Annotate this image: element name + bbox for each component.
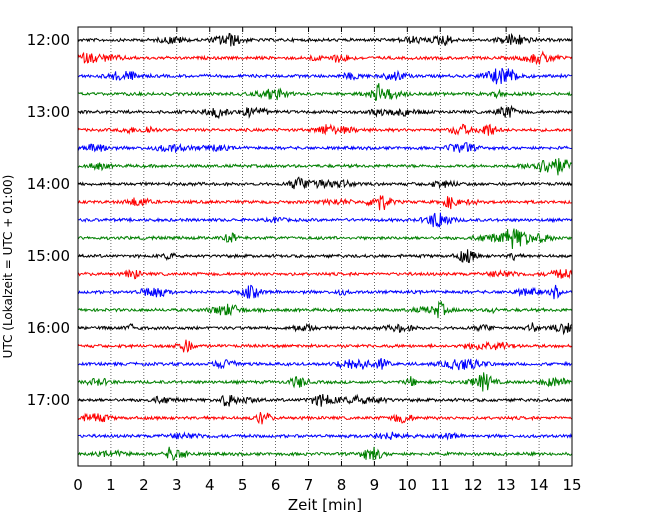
y-axis-label: UTC (Lokalzeit = UTC + 01:00) — [1, 175, 15, 359]
x-axis-label: Zeit [min] — [288, 496, 362, 514]
x-tick-label: 15 — [562, 476, 581, 494]
x-tick-label: 5 — [238, 476, 248, 494]
trace-line — [77, 249, 572, 264]
x-tick-label: 11 — [431, 476, 450, 494]
x-tick-label: 6 — [271, 476, 281, 494]
y-tick-label: 16:00 — [27, 319, 70, 337]
trace-line — [77, 339, 572, 353]
grid-lines — [110, 27, 540, 466]
trace-line — [77, 123, 572, 136]
x-tick-label: 8 — [337, 476, 347, 494]
trace-line — [77, 372, 572, 392]
x-axis-ticks: 0 1 2 3 4 5 6 7 8 9 10 11 12 13 14 15 — [73, 27, 582, 494]
trace-line — [77, 83, 573, 102]
trace-line — [77, 322, 572, 336]
x-tick-label: 10 — [398, 476, 417, 494]
trace-line — [77, 104, 572, 120]
trace-line — [77, 195, 572, 211]
trace-line — [77, 212, 573, 228]
trace-line — [77, 300, 573, 319]
x-tick-label: 0 — [73, 476, 83, 494]
trace-line — [77, 284, 573, 300]
trace-line — [77, 228, 572, 249]
y-axis-ticks: 12:00 13:00 14:00 15:00 16:00 17:00 — [27, 31, 572, 409]
trace-line — [77, 50, 573, 66]
x-tick-label: 9 — [370, 476, 380, 494]
x-tick-label: 13 — [497, 476, 516, 494]
seismic-traces — [77, 32, 573, 461]
x-tick-label: 2 — [139, 476, 149, 494]
trace-line — [77, 446, 573, 461]
x-tick-label: 14 — [530, 476, 549, 494]
y-tick-label: 17:00 — [27, 391, 70, 409]
y-tick-label: 13:00 — [27, 103, 70, 121]
x-tick-label: 3 — [172, 476, 182, 494]
trace-line — [77, 67, 572, 85]
trace-line — [77, 431, 573, 441]
plot-frame — [77, 26, 573, 467]
trace-line — [77, 142, 572, 154]
trace-line — [77, 268, 573, 280]
trace-line — [77, 158, 572, 176]
trace-line — [77, 176, 572, 190]
x-tick-label: 12 — [464, 476, 483, 494]
trace-line — [77, 357, 572, 371]
x-tick-label: 1 — [106, 476, 116, 494]
y-tick-label: 15:00 — [27, 247, 70, 265]
trace-line — [77, 393, 573, 407]
trace-line — [77, 412, 572, 425]
x-tick-label: 7 — [304, 476, 314, 494]
x-tick-label: 4 — [205, 476, 215, 494]
y-tick-label: 14:00 — [27, 175, 70, 193]
trace-line — [77, 32, 573, 47]
y-tick-label: 12:00 — [27, 31, 70, 49]
